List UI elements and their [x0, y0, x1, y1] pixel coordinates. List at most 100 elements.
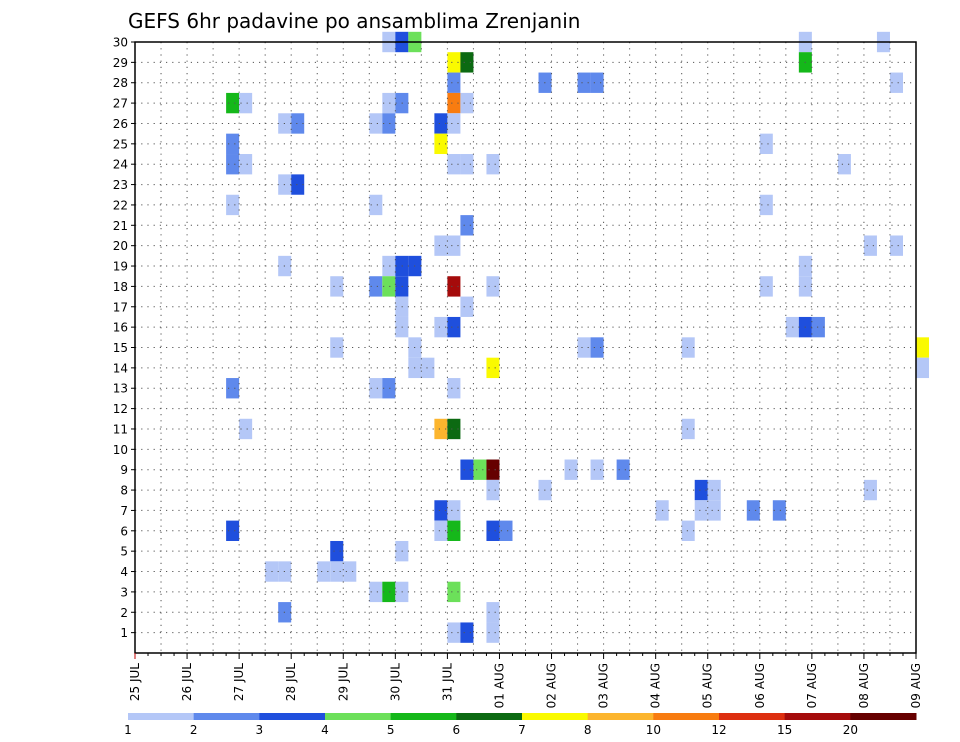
- heatmap-cell: [916, 357, 930, 379]
- y-tick-label: 2: [120, 606, 128, 620]
- y-tick-label: 4: [120, 565, 128, 579]
- heatmap-cell: [226, 194, 240, 216]
- heatmap-cell: [369, 276, 383, 297]
- heatmap-cell: [811, 316, 825, 338]
- colorbar-segment: [390, 713, 457, 720]
- heatmap-cell: [434, 235, 448, 256]
- heatmap-cell: [226, 378, 240, 399]
- colorbar-segment: [325, 713, 392, 720]
- heatmap-cell: [889, 72, 903, 93]
- colorbar-segment: [259, 713, 326, 720]
- colorbar-label: 2: [190, 723, 198, 737]
- y-tick-label: 10: [113, 443, 128, 457]
- heatmap-cell: [759, 276, 773, 297]
- y-tick-label: 20: [113, 239, 128, 253]
- heatmap-cell: [434, 133, 448, 155]
- colorbar-segment: [719, 713, 786, 720]
- heatmap-cell: [889, 235, 903, 256]
- colorbar-label: 6: [453, 723, 461, 737]
- heatmap-cell: [486, 622, 500, 643]
- heatmap-cell: [447, 622, 461, 643]
- heatmap-cell: [590, 459, 604, 480]
- heatmap-cell: [330, 337, 344, 358]
- colorbar-label: 8: [584, 723, 592, 737]
- heatmap-cell: [447, 92, 461, 114]
- heatmap-cell: [369, 194, 383, 216]
- y-tick-label: 7: [120, 504, 128, 518]
- heatmap-cell: [434, 520, 448, 541]
- y-tick-label: 17: [113, 300, 128, 314]
- colorbar-label: 12: [711, 723, 726, 737]
- x-axis-ticks: 25 JUL 26 JUL 27 JUL 28 JUL 29 JUL 30 JUL 31 J…: [128, 653, 923, 708]
- x-tick-label: 08 AUG: [857, 663, 871, 708]
- y-tick-label: 14: [113, 361, 128, 375]
- y-tick-label: 21: [113, 219, 128, 233]
- heatmap-cell: [460, 92, 474, 114]
- heatmap-cell: [577, 72, 591, 93]
- y-tick-label: 30: [113, 36, 128, 50]
- heatmap-cell: [460, 459, 474, 480]
- heatmap-cell: [681, 418, 695, 440]
- heatmap-cell: [863, 235, 877, 256]
- colorbar-label: 15: [777, 723, 792, 737]
- y-tick-label: 29: [113, 56, 128, 70]
- x-tick-label: 06 AUG: [753, 663, 767, 708]
- colorbar-segment: [128, 713, 195, 720]
- heatmap-cell: [317, 561, 331, 582]
- y-tick-label: 1: [120, 626, 128, 640]
- x-tick-label: 09 AUG: [909, 663, 923, 708]
- y-tick-label: 3: [120, 585, 128, 599]
- colorbar-label: 5: [387, 723, 395, 737]
- y-tick-label: 6: [120, 524, 128, 538]
- y-tick-label: 28: [113, 76, 128, 90]
- heatmap-cell: [447, 72, 461, 93]
- heatmap-cell: [577, 337, 591, 358]
- heatmap-cell: [330, 276, 344, 297]
- heatmap-cell: [916, 337, 930, 358]
- y-tick-label: 25: [113, 137, 128, 151]
- colorbar-segment: [784, 713, 851, 720]
- heatmap-cell: [226, 520, 240, 541]
- heatmap-cell: [226, 154, 240, 175]
- heatmap-cell: [382, 276, 396, 297]
- heatmap-cell: [590, 72, 604, 93]
- x-tick-label: 28 JUL: [284, 663, 298, 701]
- heatmap-cell: [694, 479, 708, 501]
- colorbar-segment: [653, 713, 720, 720]
- heatmap-cell: [382, 255, 396, 277]
- heatmap-cell: [486, 154, 500, 175]
- heatmap-cell: [759, 194, 773, 216]
- y-tick-label: 15: [113, 341, 128, 355]
- heatmap-cell: [486, 520, 500, 541]
- colorbar-label: 7: [518, 723, 526, 737]
- x-tick-label: 01 AUG: [492, 663, 506, 708]
- y-tick-label: 19: [113, 260, 128, 274]
- heatmap-cell: [460, 154, 474, 175]
- y-tick-label: 12: [113, 402, 128, 416]
- y-tick-label: 23: [113, 178, 128, 192]
- heatmap-cell: [707, 479, 721, 501]
- heatmap-cell: [486, 459, 500, 480]
- heatmap-cell: [291, 113, 305, 134]
- x-tick-label: 02 AUG: [545, 663, 559, 708]
- heatmap-cell: [759, 133, 773, 155]
- heatmap-cell: [707, 500, 721, 521]
- heatmap-cell: [330, 561, 344, 582]
- heatmap-cell: [681, 337, 695, 358]
- heatmap-cell: [486, 479, 500, 501]
- x-tick-label: 26 JUL: [180, 663, 194, 701]
- heatmap-cell: [460, 296, 474, 317]
- heatmap-cell: [447, 113, 461, 134]
- y-tick-label: 8: [120, 484, 128, 498]
- y-tick-label: 26: [113, 117, 128, 131]
- y-tick-label: 16: [113, 321, 128, 335]
- colorbar-label: 4: [321, 723, 329, 737]
- heatmap-cell: [447, 378, 461, 399]
- colorbar-segment: [522, 713, 589, 720]
- heatmap-cell: [434, 500, 448, 521]
- heatmap-cell: [772, 500, 786, 521]
- heatmap-cell: [590, 337, 604, 358]
- colorbar-label: 20: [843, 723, 858, 737]
- y-tick-label: 27: [113, 97, 128, 111]
